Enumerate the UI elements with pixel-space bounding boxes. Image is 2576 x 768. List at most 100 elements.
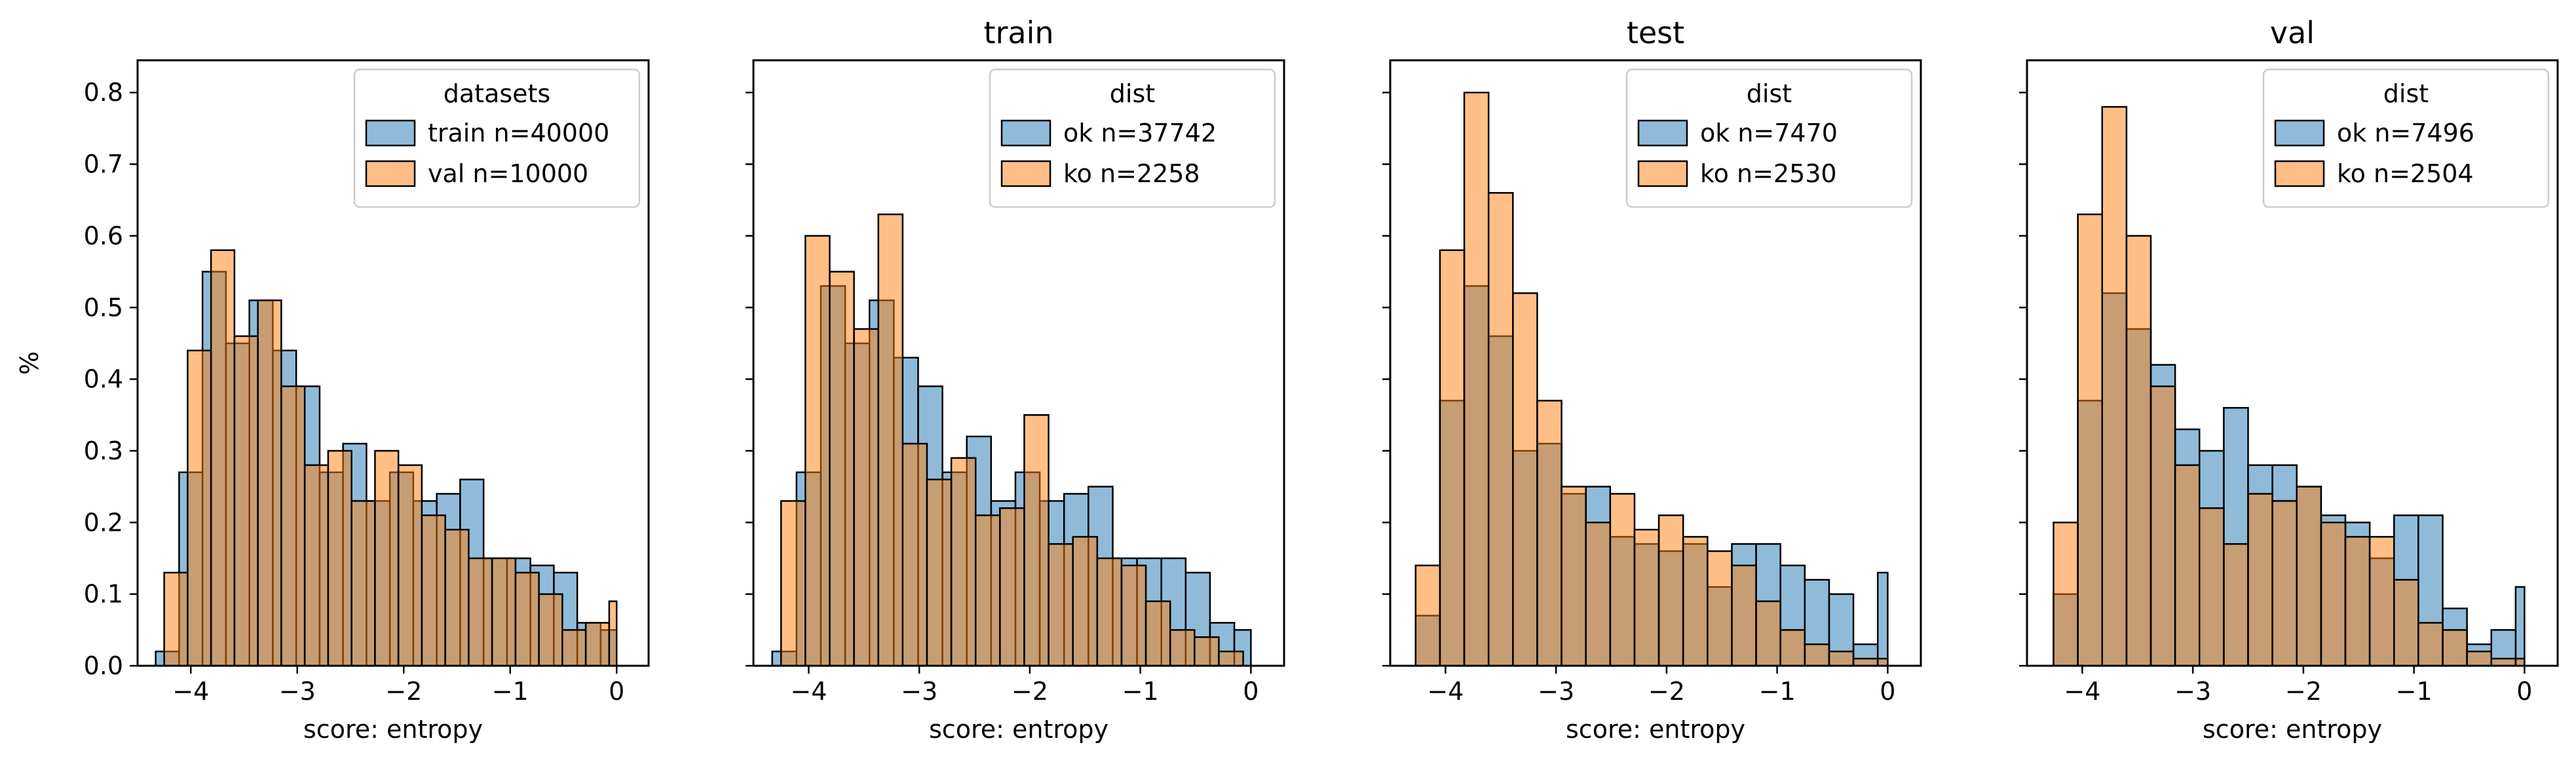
histogram-bar bbox=[257, 299, 282, 667]
legend-swatch bbox=[1000, 119, 1051, 147]
legend-entry-label: ok n=7470 bbox=[1700, 119, 1838, 147]
y-tick-label: 0.7 bbox=[84, 150, 123, 179]
histogram-bar bbox=[1828, 650, 1855, 667]
panel-title: train bbox=[983, 15, 1053, 50]
histogram-bar bbox=[1096, 557, 1123, 667]
legend-box bbox=[989, 68, 1276, 208]
histogram-bar bbox=[926, 478, 953, 667]
y-tick-label: 0.2 bbox=[84, 508, 123, 537]
histogram-bar bbox=[2247, 493, 2273, 667]
x-tick-label: 0 bbox=[1880, 677, 1895, 706]
histogram-bar bbox=[491, 557, 517, 667]
histogram-bar bbox=[1072, 535, 1099, 667]
legend-title: dist bbox=[1110, 79, 1155, 108]
histogram-bar bbox=[280, 385, 306, 667]
legend-entry-label: ok n=37742 bbox=[1063, 119, 1217, 147]
series-2-bars bbox=[2053, 106, 2526, 667]
histogram-bar bbox=[1439, 249, 1466, 667]
histogram-bar bbox=[1169, 629, 1196, 667]
histogram-bar bbox=[2077, 213, 2103, 667]
x-tick-label: 0 bbox=[609, 677, 624, 706]
histogram-bar bbox=[1561, 486, 1587, 667]
axes-frame bbox=[752, 59, 1285, 667]
legend-box bbox=[2262, 68, 2550, 208]
legend: datasets train n=40000 val n=10000 bbox=[353, 68, 641, 208]
histogram-bar bbox=[1023, 414, 1050, 667]
panel-title: test bbox=[1627, 15, 1684, 50]
series-2-bars bbox=[163, 249, 618, 667]
histogram-bar bbox=[999, 507, 1025, 667]
legend-entry-label: ko n=2530 bbox=[1700, 159, 1837, 188]
x-axis-label: score: entropy bbox=[2203, 715, 2382, 744]
histogram-bar bbox=[2490, 657, 2517, 667]
histogram-bar bbox=[2150, 385, 2176, 667]
histogram-bar bbox=[805, 235, 831, 667]
legend-entry-label: ok n=7496 bbox=[2337, 119, 2474, 147]
histogram-bar bbox=[210, 249, 236, 667]
histogram-bar bbox=[561, 629, 587, 667]
histogram-bar bbox=[514, 571, 540, 667]
histogram-bar bbox=[1487, 192, 1514, 667]
axes-frame bbox=[2026, 59, 2559, 667]
histogram-bar bbox=[233, 335, 259, 667]
x-tick-label: −1 bbox=[1122, 677, 1159, 706]
histogram-bar bbox=[1536, 400, 1563, 667]
x-tick-label: −3 bbox=[901, 677, 938, 706]
histogram-bar bbox=[1463, 91, 1490, 667]
x-axis-label: score: entropy bbox=[929, 715, 1108, 744]
x-tick-label: −3 bbox=[2174, 677, 2211, 706]
histogram-bar bbox=[2199, 507, 2225, 667]
histogram-bar bbox=[1048, 543, 1074, 667]
histogram-bar bbox=[374, 450, 400, 667]
x-tick-label: −4 bbox=[1427, 677, 1464, 706]
histogram-bar bbox=[2344, 535, 2371, 667]
histogram-bar bbox=[2296, 486, 2322, 667]
histogram-bar bbox=[1512, 292, 1538, 667]
axes-frame bbox=[1389, 59, 1922, 667]
x-tick-label: −3 bbox=[279, 677, 316, 706]
histogram-bar bbox=[950, 457, 977, 667]
y-tick-label: 0.5 bbox=[84, 293, 123, 322]
x-axis-label: score: entropy bbox=[1566, 715, 1745, 744]
histogram-bar bbox=[1145, 600, 1171, 667]
histogram-bar bbox=[584, 622, 611, 667]
histogram-bar bbox=[2320, 522, 2347, 667]
x-tick-label: −4 bbox=[790, 677, 827, 706]
y-tick-label: 0.6 bbox=[84, 221, 123, 250]
panel-title: val bbox=[2270, 15, 2315, 50]
legend-entry-label: val n=10000 bbox=[428, 159, 588, 188]
histogram-bar bbox=[2368, 535, 2395, 667]
panel-4: −4 −3 −2 −1 0 score: entropy val dist ok n=7496 k… bbox=[2019, 15, 2559, 744]
histogram-bar bbox=[2223, 543, 2249, 667]
x-tick-label: −1 bbox=[2396, 677, 2433, 706]
legend-entry-label: ko n=2258 bbox=[1063, 159, 1200, 188]
x-tick-label: −2 bbox=[2285, 677, 2322, 706]
panel-3: −4 −3 −2 −1 0 score: entropy test dist ok n=7470… bbox=[1382, 15, 1922, 744]
histogram-bar bbox=[2125, 235, 2152, 667]
x-tick-label: −3 bbox=[1538, 677, 1574, 706]
legend: dist ok n=7496 ko n=2504 bbox=[2262, 68, 2550, 208]
x-tick-label: −4 bbox=[2064, 677, 2100, 706]
histogram-bar bbox=[327, 450, 352, 667]
histogram-bar bbox=[421, 514, 446, 667]
legend: dist ok n=37742 ko n=2258 bbox=[989, 68, 1276, 208]
histogram-bar bbox=[2174, 464, 2201, 667]
histogram-bar bbox=[1876, 571, 1889, 667]
legend-swatch bbox=[1637, 119, 1688, 147]
histogram-bar bbox=[1633, 528, 1660, 667]
histogram-bar bbox=[1731, 564, 1757, 667]
histogram-bar bbox=[444, 528, 470, 667]
histogram-bar bbox=[853, 328, 879, 667]
histogram-bar bbox=[1876, 657, 1889, 667]
histogram-bar bbox=[901, 442, 928, 667]
panel-2: −4 −3 −2 −1 0 score: entropy train dist ok n=377… bbox=[746, 15, 1285, 744]
legend-title: dist bbox=[2383, 79, 2429, 108]
histogram-bar bbox=[2101, 106, 2128, 667]
histogram-bar bbox=[1609, 493, 1636, 667]
histogram-bar bbox=[2417, 622, 2444, 667]
histogram-bar bbox=[397, 464, 423, 667]
x-tick-label: −2 bbox=[1012, 677, 1048, 706]
y-tick-label: 0.3 bbox=[84, 436, 123, 465]
y-tick-label: 0.8 bbox=[84, 78, 123, 107]
histogram-bar bbox=[1120, 564, 1147, 667]
